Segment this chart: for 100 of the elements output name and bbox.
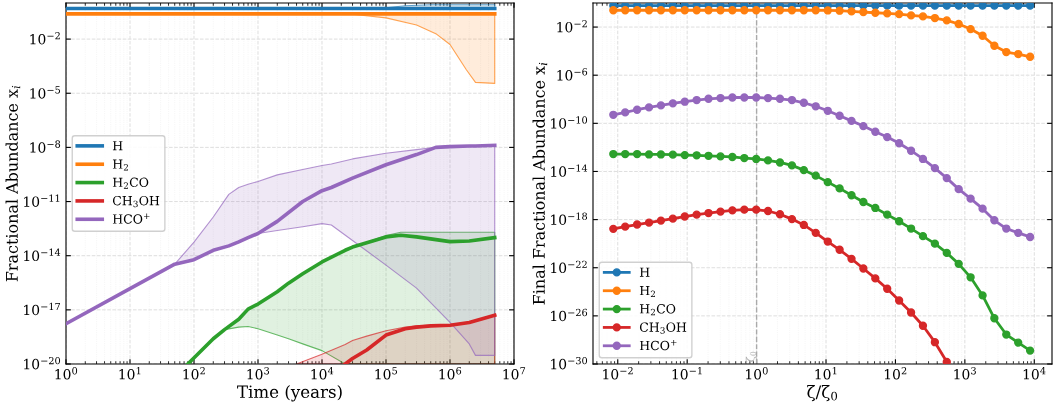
point — [656, 101, 666, 110]
point — [704, 94, 713, 103]
point — [883, 132, 892, 142]
point — [871, 203, 880, 213]
point — [847, 254, 856, 263]
point — [811, 102, 820, 111]
point — [680, 212, 689, 221]
point — [894, 9, 904, 19]
x-tick-label: 10$^{1}$ — [815, 367, 837, 380]
point — [859, 7, 868, 17]
point — [621, 108, 630, 117]
point — [692, 95, 701, 105]
legend-label: H — [639, 267, 650, 277]
point — [740, 6, 749, 15]
point — [966, 273, 975, 282]
x-tick-label: 10$^{−1}$ — [672, 367, 702, 380]
point — [930, 239, 940, 248]
point — [692, 210, 701, 219]
point — [871, 127, 880, 136]
point — [1025, 232, 1035, 242]
point — [728, 206, 737, 215]
point — [728, 93, 737, 102]
x-tick-label: 10$^{0}$ — [746, 367, 768, 380]
x-tick-label: 10$^{3}$ — [954, 367, 976, 380]
y-tick-label: 10$^{−10}$ — [551, 116, 588, 129]
x-tick-label: 10$^{4}$ — [1023, 367, 1046, 380]
point — [1025, 52, 1035, 61]
point — [740, 93, 749, 102]
point — [775, 210, 785, 219]
x-tick-label: 10$^{6}$ — [439, 367, 462, 380]
y-tick-label: 10$^{−14}$ — [24, 248, 61, 262]
point — [752, 93, 761, 102]
point — [704, 208, 713, 218]
legend-label: CH$_{3}$OH — [639, 322, 687, 334]
x-tick-label: 10$^{7}$ — [503, 367, 526, 380]
point — [883, 3, 892, 10]
point — [621, 149, 630, 159]
point — [835, 6, 844, 15]
point — [883, 9, 892, 18]
point — [763, 93, 773, 103]
point — [1002, 224, 1011, 233]
y-tick-label: 10$^{−30}$ — [551, 356, 588, 370]
point — [906, 146, 916, 155]
point — [894, 139, 904, 148]
point — [692, 6, 701, 15]
point — [728, 152, 737, 162]
x-axis-title: ζ/ζ$_{0}$ — [807, 385, 838, 402]
point — [787, 214, 797, 224]
point — [871, 8, 880, 17]
point — [680, 6, 689, 15]
point — [656, 6, 666, 15]
point — [883, 284, 892, 293]
point — [978, 291, 987, 300]
point — [859, 264, 868, 273]
point — [811, 228, 820, 238]
point — [894, 217, 904, 226]
point — [668, 150, 678, 159]
point — [775, 6, 785, 15]
point — [823, 237, 832, 246]
y-tick-label: 10$^{−18}$ — [551, 212, 588, 225]
point — [716, 152, 725, 161]
point — [823, 6, 832, 15]
point — [704, 151, 713, 160]
point — [847, 191, 856, 200]
x-tick-label: 10$^{5}$ — [375, 367, 398, 380]
point — [656, 216, 666, 225]
point — [990, 41, 999, 50]
point — [906, 11, 916, 20]
point — [787, 6, 797, 15]
point — [609, 6, 618, 15]
point — [859, 3, 868, 10]
point — [680, 150, 689, 160]
point — [799, 6, 808, 15]
point — [763, 6, 773, 15]
y-tick-label: 10$^{−26}$ — [551, 308, 588, 322]
point — [799, 220, 808, 230]
point — [978, 204, 987, 213]
x-tick-label: 10$^{2}$ — [183, 367, 205, 380]
point — [787, 95, 797, 105]
point — [978, 31, 987, 40]
point — [942, 16, 951, 25]
point — [966, 24, 975, 34]
point — [847, 7, 856, 16]
legend-label: H$_{2}$ — [639, 285, 655, 298]
point — [883, 210, 892, 219]
y-tick-label: 10$^{−5}$ — [30, 86, 61, 99]
point — [906, 224, 916, 233]
point — [728, 6, 737, 15]
point — [918, 154, 928, 164]
point — [823, 106, 832, 115]
x-tick-label: 10$^{0}$ — [55, 367, 78, 380]
point — [740, 205, 749, 214]
y-axis-title: Final Fractional Abundance x$_{i}$ — [532, 62, 548, 305]
point — [668, 214, 678, 223]
point — [716, 207, 725, 216]
point — [990, 216, 999, 225]
point — [668, 99, 678, 108]
point — [1025, 3, 1035, 10]
point — [644, 6, 654, 15]
y-axis-title: Fractional Abundance x$_{i}$ — [5, 85, 21, 282]
